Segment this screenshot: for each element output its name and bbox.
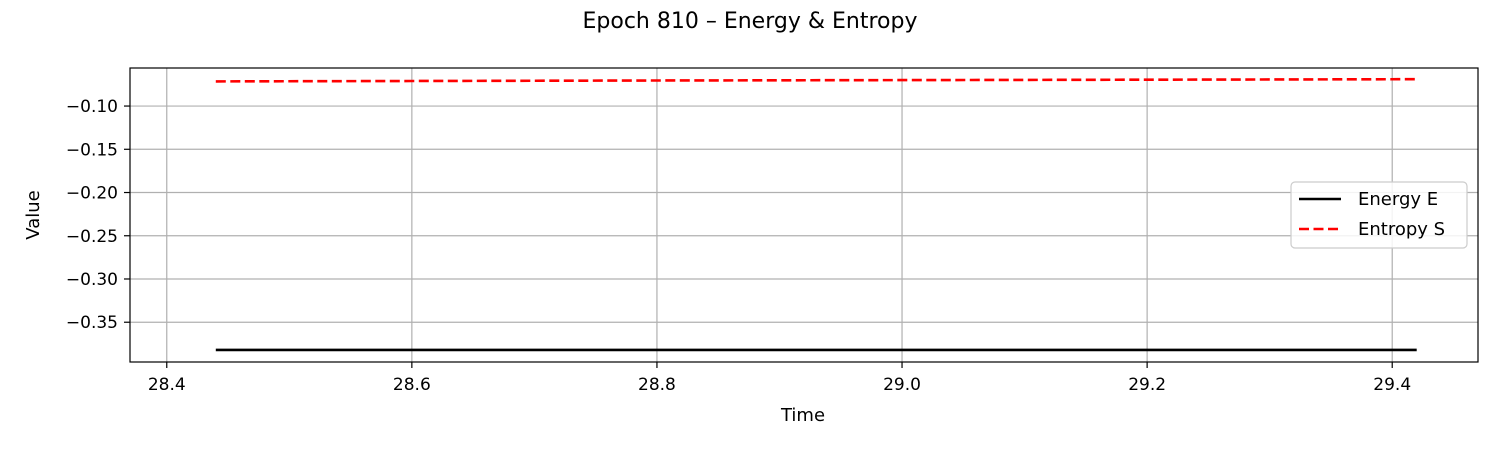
plot-frame: [129, 67, 1479, 363]
y-tick-label: −0.25: [66, 227, 118, 247]
y-tick-label: −0.10: [66, 97, 118, 117]
x-axis-label: Time: [780, 405, 825, 426]
y-tick-label: −0.30: [66, 270, 118, 290]
x-axis: 28.4 28.6 28.8 29.0 29.2 29.4: [148, 362, 1411, 395]
y-tick-label: −0.20: [66, 184, 118, 204]
grid: [130, 68, 1478, 362]
x-tick-label: 29.2: [1128, 375, 1166, 395]
x-tick-label: 29.4: [1373, 375, 1411, 395]
x-tick-label: 28.4: [148, 375, 186, 395]
legend: Energy E Entropy S: [1290, 181, 1468, 249]
legend-label-entropy: Entropy S: [1358, 219, 1445, 240]
series-line-entropy: [215, 77, 1417, 83]
legend-label-energy: Energy E: [1358, 189, 1438, 210]
y-axis-label: Value: [23, 190, 44, 239]
x-tick-label: 28.8: [638, 375, 676, 395]
x-tick-label: 28.6: [393, 375, 431, 395]
y-tick-label: −0.35: [66, 313, 118, 333]
x-tick-label: 29.0: [883, 375, 921, 395]
y-axis: −0.10 −0.15 −0.20 −0.25 −0.30 −0.35: [66, 97, 130, 333]
series-layer: [215, 77, 1417, 352]
y-tick-label: −0.15: [66, 140, 118, 160]
chart-title: Epoch 810 – Energy & Entropy: [583, 9, 918, 34]
